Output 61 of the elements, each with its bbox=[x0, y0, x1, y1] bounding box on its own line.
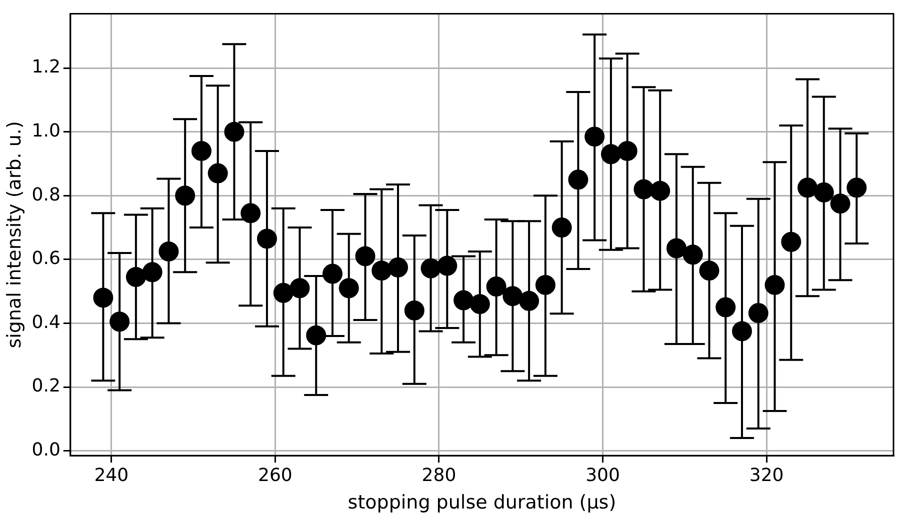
y-tick-label: 0.4 bbox=[32, 312, 60, 333]
point bbox=[830, 194, 850, 214]
point bbox=[814, 182, 834, 202]
point bbox=[240, 203, 261, 224]
y-tick-label: 0.6 bbox=[32, 248, 60, 270]
point bbox=[273, 282, 294, 303]
point bbox=[93, 288, 114, 308]
point bbox=[732, 321, 752, 342]
point bbox=[617, 140, 638, 161]
point bbox=[454, 290, 474, 310]
point bbox=[256, 228, 277, 249]
point bbox=[437, 256, 458, 276]
point bbox=[470, 294, 490, 314]
point bbox=[486, 276, 506, 297]
point bbox=[372, 260, 392, 281]
point bbox=[781, 232, 802, 252]
point bbox=[552, 218, 572, 238]
point bbox=[846, 178, 867, 198]
point bbox=[634, 179, 654, 200]
x-tick-label: 280 bbox=[422, 465, 456, 486]
point bbox=[568, 170, 588, 190]
point bbox=[716, 297, 736, 318]
point bbox=[208, 163, 228, 184]
x-axis-title: stopping pulse duration (μs) bbox=[348, 492, 616, 514]
point bbox=[224, 122, 244, 142]
point bbox=[584, 126, 605, 147]
point bbox=[764, 274, 785, 295]
y-tick-label: 0.8 bbox=[32, 184, 60, 206]
point bbox=[142, 262, 162, 282]
point bbox=[420, 258, 441, 278]
point bbox=[191, 140, 212, 161]
y-tick-label: 1.2 bbox=[32, 56, 60, 78]
point bbox=[650, 180, 670, 201]
x-tick-label: 320 bbox=[749, 465, 784, 486]
point bbox=[158, 241, 179, 262]
point bbox=[502, 286, 523, 306]
point bbox=[535, 274, 556, 295]
y-tick-label: 0.2 bbox=[32, 376, 60, 397]
point bbox=[699, 260, 720, 281]
point bbox=[388, 257, 408, 278]
point bbox=[798, 178, 818, 198]
point bbox=[322, 264, 342, 284]
y-axis-title: signal intensity (arb. u.) bbox=[3, 121, 26, 348]
point bbox=[404, 300, 424, 320]
y-tick-label: 0.0 bbox=[32, 439, 60, 460]
point bbox=[600, 144, 621, 164]
point bbox=[175, 186, 196, 206]
x-tick-label: 240 bbox=[94, 465, 129, 486]
point bbox=[110, 312, 130, 332]
point bbox=[306, 325, 326, 346]
point bbox=[519, 290, 540, 311]
point bbox=[682, 244, 703, 265]
y-tick-label: 1.0 bbox=[32, 120, 60, 142]
x-tick-label: 260 bbox=[258, 465, 292, 486]
point bbox=[126, 266, 146, 287]
point bbox=[338, 278, 359, 298]
point bbox=[748, 303, 768, 324]
point bbox=[290, 278, 310, 298]
point bbox=[355, 246, 376, 266]
x-tick-label: 300 bbox=[586, 465, 620, 486]
point bbox=[666, 238, 686, 258]
